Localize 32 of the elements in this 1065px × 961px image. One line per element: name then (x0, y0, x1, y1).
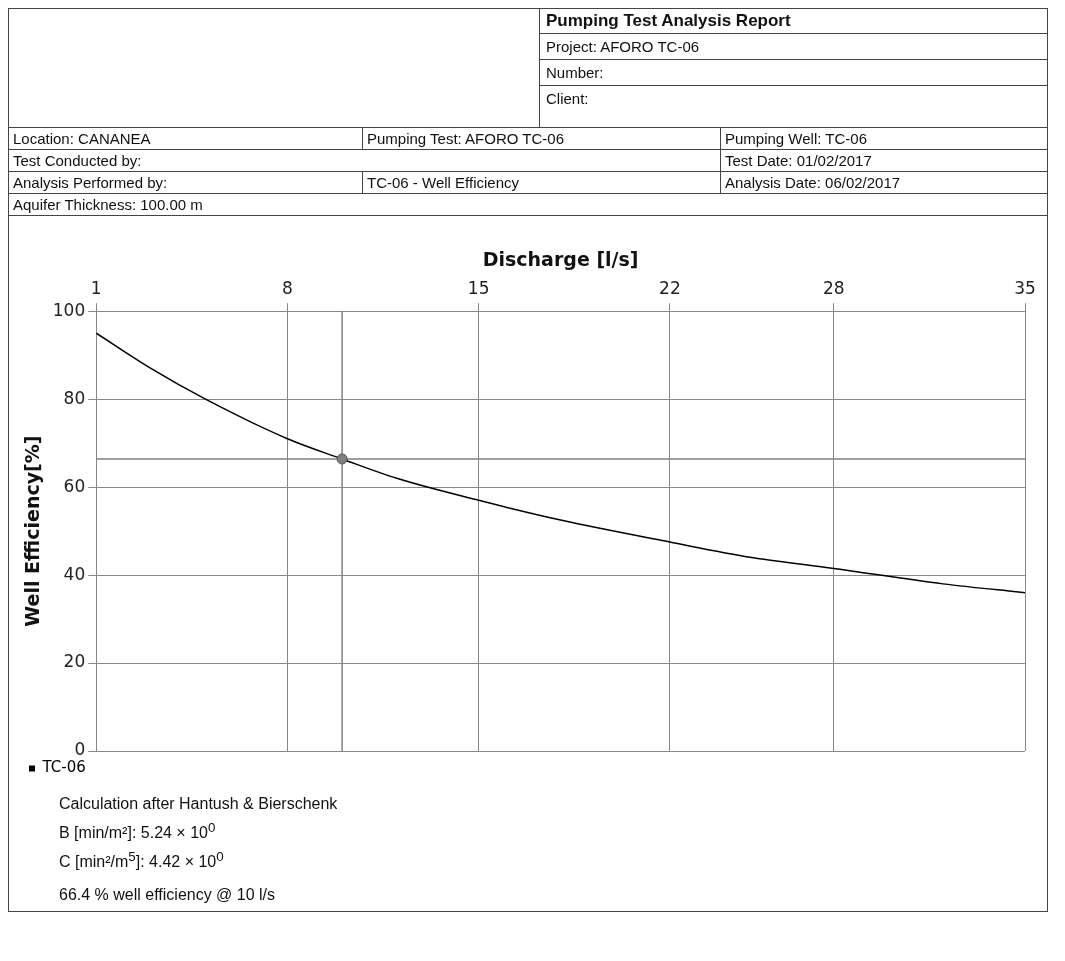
text: Test Conducted by: (13, 152, 142, 169)
y-tick-label: 40 (63, 563, 86, 584)
x-tick-label: 8 (282, 278, 293, 299)
x-tick-label: 35 (1014, 278, 1036, 299)
text: Pumping Well: TC-06 (725, 130, 868, 147)
text: Analysis Performed by: (13, 174, 168, 191)
text: Client: (545, 89, 590, 109)
y-tick-label: 60 (63, 475, 86, 496)
text: Pumping Test Analysis Report (540, 9, 1047, 34)
x-tick-label: 1 (90, 278, 102, 299)
text: TC-06 - Well Efficiency (367, 174, 519, 191)
text: Pumping Test: AFORO TC-06 (367, 130, 565, 147)
text: Number: (540, 60, 1047, 86)
y-tick-label: 20 (63, 651, 86, 672)
x-axis-title: Discharge [l/s] (482, 248, 639, 271)
y-tick-label: 0 (74, 739, 86, 760)
text: Calculation after Hantush & Bierschenk (59, 794, 339, 814)
text: 66.4 % well efficiency @ 10 l/s (59, 884, 277, 905)
x-tick-label: 28 (822, 278, 845, 299)
text: Aquifer Thickness: 100.00 m (13, 196, 203, 213)
legend-label: TC-06 (41, 758, 86, 777)
text: B [min/m²]: 5.24 × 10$^{0}$ (59, 819, 217, 844)
text: C [min²/m$^{5}$]: 4.42 × 10$^{0}$ (59, 848, 225, 873)
text: Location: CANANEA (13, 130, 151, 147)
x-tick-label: 22 (659, 278, 681, 299)
y-tick-label: 100 (52, 299, 86, 320)
text: Test Date: 01/02/2017 (725, 152, 872, 169)
y-tick-label: 80 (63, 387, 86, 408)
y-axis-title: Well Efficiency[%] (21, 435, 44, 627)
x-tick-label: 15 (467, 278, 490, 299)
text: Analysis Date: 06/02/2017 (725, 174, 901, 191)
text: Project: AFORO TC-06 (540, 34, 1047, 60)
